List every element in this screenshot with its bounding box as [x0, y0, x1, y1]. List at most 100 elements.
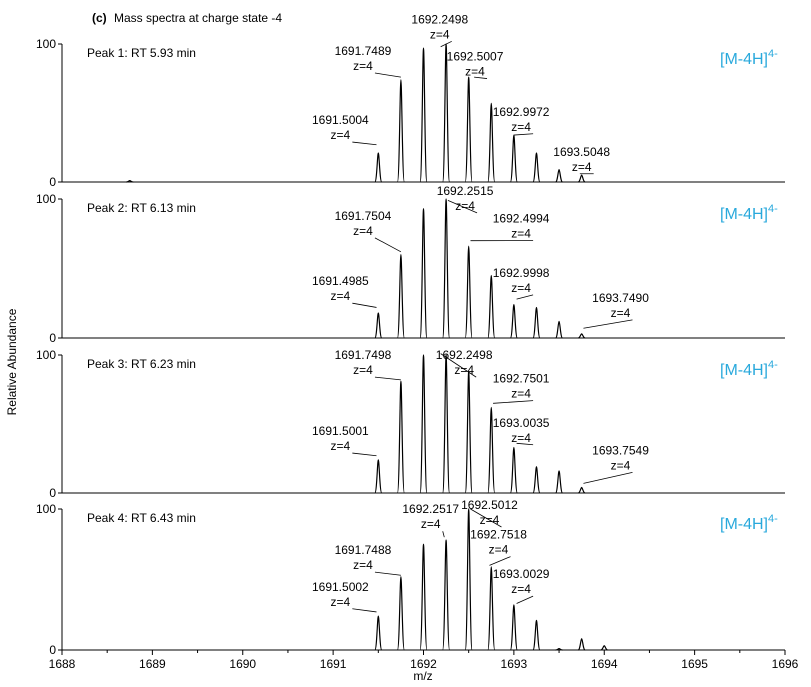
annotation-mz: 1691.7504 [335, 209, 392, 223]
annotation-mz: 1692.9972 [493, 105, 550, 119]
annotation-mz: 1692.2515 [437, 184, 494, 198]
spectrum-peak [419, 47, 428, 183]
spectra-panels: 0 100 Peak 1: RT 5.93 min [M-4H]4- 1691.5004… [36, 12, 785, 657]
annotation-mz: 1692.2517 [402, 502, 459, 516]
annotation-mz: 1692.2498 [411, 12, 468, 26]
spectrum-peak [509, 134, 518, 183]
ion-label: [M-4H]4- [720, 203, 778, 223]
annotation-charge: z=4 [430, 27, 450, 41]
annotation-mz: 1691.7488 [335, 543, 392, 557]
annotation-charge: z=4 [611, 306, 631, 320]
annotation-leader [352, 608, 377, 613]
annotation-leader [474, 76, 488, 79]
annotation-charge: z=4 [511, 227, 531, 241]
annotation-charge: z=4 [454, 363, 474, 377]
spectrum-peak [555, 647, 563, 651]
annotation-mz: 1693.0035 [493, 416, 550, 430]
ion-charge: 4- [768, 203, 778, 215]
annotation-charge: z=4 [455, 199, 475, 213]
spectrum-peak [532, 306, 541, 339]
spectrum-peak [464, 245, 473, 339]
spectrum-peak [396, 380, 405, 494]
ion-label: [M-4H]4- [720, 359, 778, 379]
annotation-charge: z=4 [353, 363, 373, 377]
ion-charge: 4- [768, 48, 778, 60]
annotation-leader [374, 237, 402, 253]
annotation-charge: z=4 [572, 160, 592, 174]
spectrum-panel-4: 0 100 Peak 4: RT 6.43 min [M-4H]4- 1691.5002… [36, 498, 785, 657]
annotation-mz: 1691.5001 [312, 424, 369, 438]
annotation-charge: z=4 [511, 431, 531, 445]
spectrum-peak [487, 274, 496, 339]
x-tick-label: 1691 [320, 657, 347, 671]
annotation-leader [516, 595, 534, 604]
spectrum-peak [374, 459, 383, 494]
spectrum-peak [126, 180, 134, 183]
spectrum-peak [487, 102, 496, 183]
annotation-leader [374, 376, 401, 381]
x-tick-label: 1689 [139, 657, 166, 671]
ion-charge: 4- [768, 513, 778, 525]
spectrum-peak [577, 638, 586, 651]
annotation-leader [447, 200, 478, 214]
spectrum-peak [419, 354, 428, 494]
spectrum-peak [577, 174, 586, 183]
annotation-leader [583, 319, 633, 329]
figure-title-text: Mass spectra at charge state -4 [114, 11, 282, 25]
spectrum-peak [509, 304, 518, 339]
svg-text:(c) Mass spectra at char: (c) Mass spectra at charge state -4 [92, 11, 282, 25]
y-tick-label: 0 [49, 331, 56, 345]
y-tick-label: 0 [49, 486, 56, 500]
panel-label: Peak 2: RT 6.13 min [87, 201, 196, 215]
ion-label: [M-4H]4- [720, 48, 778, 68]
spectrum-peak [532, 619, 541, 651]
y-tick-label: 0 [49, 643, 56, 657]
x-tick-label: 1693 [501, 657, 528, 671]
annotation-charge: z=4 [331, 289, 351, 303]
spectrum-peak [374, 312, 383, 339]
spectrum-peak [442, 539, 451, 651]
panel-letter: (c) [92, 11, 107, 25]
annotation-charge: z=4 [353, 59, 373, 73]
annotation-leader [583, 471, 633, 484]
annotation-charge: z=4 [511, 120, 531, 134]
spectrum-peak [487, 406, 496, 494]
annotation-mz: 1693.7549 [592, 443, 649, 457]
annotation-mz: 1691.4985 [312, 274, 369, 288]
spectrum-panel-1: 0 100 Peak 1: RT 5.93 min [M-4H]4- 1691.5004… [36, 12, 785, 189]
annotation-charge: z=4 [421, 517, 441, 531]
spectrum-peak [578, 333, 586, 339]
spectrum-peak [464, 508, 473, 651]
x-axis: 1688 1689 1690 1691 1692 1693 1694 1695 1696 [49, 650, 799, 671]
annotation-leader [352, 452, 377, 457]
x-tick-label: 1696 [772, 657, 799, 671]
spectrum-panel-3: 0 100 Peak 3: RT 6.23 min [M-4H]4- 1691.5001… [36, 348, 785, 500]
spectrum-peak [419, 208, 428, 339]
annotation-leader [374, 72, 401, 78]
annotation-leader [516, 294, 534, 300]
spectrum-peak [578, 486, 586, 494]
spectrum-peak [374, 152, 383, 183]
annotation-mz: 1693.7490 [592, 291, 649, 305]
ion-label: [M-4H]4- [720, 513, 778, 533]
annotation-mz: 1692.5012 [461, 498, 518, 512]
annotation-mz: 1691.7489 [335, 44, 392, 58]
spectrum-peak [396, 576, 405, 651]
x-tick-label: 1690 [229, 657, 256, 671]
x-axis-label: m/z [413, 669, 432, 683]
annotation-mz: 1691.5004 [312, 113, 369, 127]
annotation-charge: z=4 [353, 224, 373, 238]
annotation-charge: z=4 [489, 543, 509, 557]
annotation-mz: 1693.5048 [553, 145, 610, 159]
